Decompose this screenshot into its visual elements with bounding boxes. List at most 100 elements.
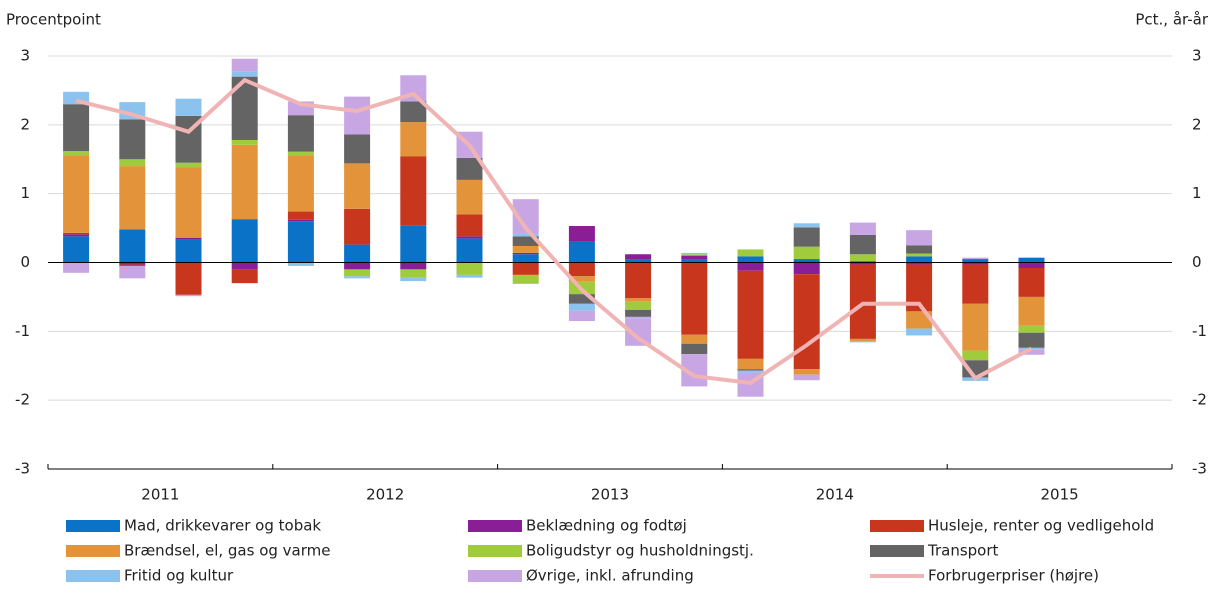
legend-label: Transport [927,542,999,560]
bar [793,227,820,247]
bar [681,334,708,344]
x-tick-label: 2015 [1041,486,1079,504]
legend-label: Fritid og kultur [124,567,234,585]
bar [625,316,652,319]
bar [962,350,989,361]
bar [231,219,258,263]
legend-label: Beklædning og fodtøj [526,517,687,535]
bar [906,256,933,263]
bar [512,236,539,246]
bar [344,269,371,277]
bar [400,101,427,123]
bar [63,236,90,263]
bar [456,179,483,215]
bar [737,370,764,373]
bar [849,261,876,263]
bar [400,122,427,157]
bar [737,369,764,371]
bar [681,252,708,255]
bar [906,253,933,257]
x-tick-label: 2014 [816,486,854,504]
bar [625,259,652,263]
bar [1018,268,1045,297]
y2-tick-label: 2 [1192,115,1202,133]
bar [625,262,652,299]
bar [849,222,876,235]
legend-swatch [66,570,120,582]
legend-swatch [870,545,924,557]
bar [568,241,595,263]
bar [512,245,539,253]
bar [175,98,202,116]
bar [793,246,820,260]
bar [119,119,146,160]
bar [625,309,652,317]
y2-tick-label: 1 [1192,184,1202,202]
y2-tick-label: -2 [1192,391,1207,409]
bar [737,256,764,263]
bar [456,238,483,263]
legend-swatch [468,545,522,557]
bar [63,150,90,156]
bar [287,115,314,152]
bar [119,264,146,266]
bar [287,219,314,222]
bar [119,166,146,230]
bar [962,262,989,265]
bar [568,310,595,322]
bar [63,104,90,151]
bar [344,163,371,209]
bar [456,236,483,239]
bar [737,249,764,257]
bar [568,276,595,282]
bar [63,262,90,273]
bar [344,244,371,263]
legend-swatch [468,570,522,582]
bar [119,229,146,263]
bar [793,369,820,375]
bar [231,139,258,145]
bar [512,274,539,284]
y2-tick-label: -1 [1192,322,1207,340]
bar [344,276,371,279]
bar [737,358,764,370]
bar [625,301,652,310]
bar [1018,325,1045,333]
bar [849,234,876,255]
bar [344,134,371,164]
legend-label: Øvrige, inkl. afrunding [526,567,694,585]
bar [231,71,258,77]
bar [344,208,371,245]
y-tick-label: 1 [20,184,30,202]
legend-label: Husleje, renter og vedligehold [928,517,1154,535]
bar [456,214,483,237]
legend-swatch [66,545,120,557]
bar [400,156,427,226]
bar [119,262,146,265]
bar [793,262,820,275]
bar [512,233,539,237]
y-tick-label: 2 [20,115,30,133]
bar [906,245,933,254]
bar [344,262,371,270]
y-tick-label: 3 [20,47,30,65]
bar [287,151,314,156]
bar [681,259,708,263]
bar [793,223,820,228]
y-axis-label: Procentpoint [6,11,101,29]
legend-swatch [468,520,522,532]
bar [512,254,539,263]
bar [175,239,202,263]
y2-tick-label: 0 [1192,253,1202,271]
bar [456,274,483,278]
bar [737,270,764,359]
bar [849,262,876,265]
bar [568,303,595,311]
bar [962,259,989,263]
bar [287,221,314,263]
y2-tick-label: -3 [1192,460,1207,478]
bar [119,265,146,279]
bar [400,269,427,278]
legend-swatch [870,520,924,532]
